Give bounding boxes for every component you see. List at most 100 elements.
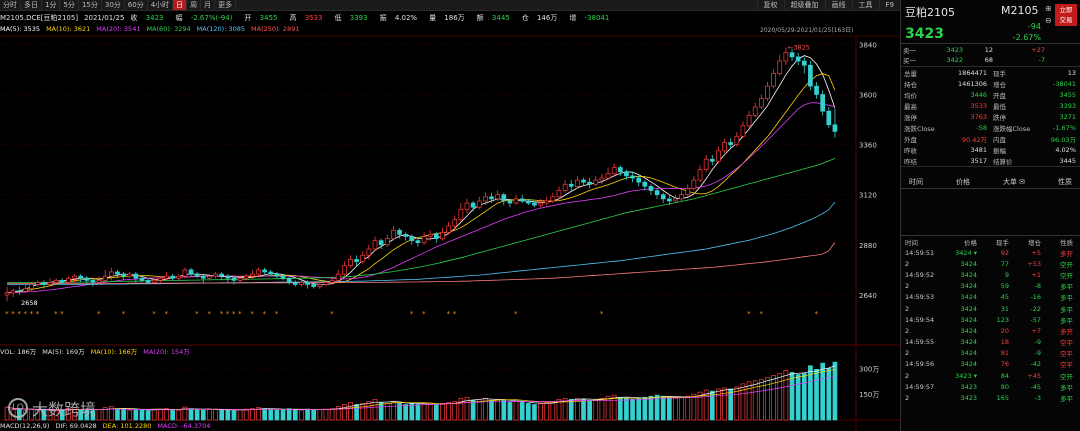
volume-bar bbox=[795, 374, 801, 421]
candle-body bbox=[752, 106, 758, 116]
volume-bar bbox=[808, 365, 813, 421]
candle-body bbox=[433, 234, 439, 239]
volume-bar bbox=[311, 409, 317, 421]
volume-bar bbox=[378, 402, 384, 421]
volume-bar bbox=[458, 397, 464, 421]
volume-bar bbox=[164, 408, 169, 421]
contract-name: 豆粕2105 bbox=[905, 6, 955, 19]
candle-body bbox=[464, 202, 470, 210]
period-button[interactable]: 4小时 bbox=[148, 0, 174, 10]
candle-body bbox=[139, 277, 145, 281]
tick-list: 14:59:51 3424 ▾ 92 +5 多开 2 3424 77 +53 空开 14:59:52… bbox=[901, 247, 1080, 404]
macd-legend-bar: MACD(12,26,9) DIF: 69.0428 DEA: 101.2280 MA… bbox=[0, 421, 900, 430]
candle-body bbox=[501, 194, 507, 202]
ma-line-ma5 bbox=[7, 55, 836, 294]
volume-bar bbox=[53, 410, 59, 421]
volume-bar bbox=[292, 409, 298, 421]
candle-body bbox=[59, 279, 65, 283]
volume-bar bbox=[317, 409, 323, 421]
volume-bar bbox=[740, 383, 746, 421]
detail-tab[interactable]: 价格 bbox=[955, 177, 970, 186]
candle-body bbox=[489, 196, 494, 200]
add-watchlist-icon[interactable]: ⊕ bbox=[1045, 4, 1052, 13]
candle-body bbox=[182, 269, 188, 277]
vol-legend-item: VOL: 186万 bbox=[0, 347, 37, 356]
close-field-label: 收 bbox=[130, 13, 138, 22]
signal-dot: * bbox=[207, 310, 211, 318]
macd-legend-item: MACD: -64.3704 bbox=[157, 421, 211, 430]
volume-bar bbox=[722, 387, 727, 421]
signal-dot: * bbox=[23, 310, 27, 318]
stat-value: 3533 bbox=[970, 101, 987, 110]
detail-tab[interactable]: 大单 ✉ bbox=[1002, 177, 1026, 186]
volume-bar bbox=[219, 409, 225, 421]
period-button[interactable]: 日 bbox=[173, 0, 188, 10]
stat-cell: 最低 3393 bbox=[990, 100, 1079, 111]
ma-line-ma20 bbox=[7, 102, 835, 294]
open-field-label: 开 bbox=[244, 13, 252, 22]
tick-vol: 92 bbox=[1000, 248, 1009, 257]
period-button[interactable]: 更多 bbox=[215, 0, 237, 10]
volume-bar bbox=[642, 396, 648, 421]
volume-field: 量 186万 bbox=[429, 13, 471, 23]
contract-code: M2105 bbox=[1001, 4, 1039, 17]
trade-now-button[interactable]: 立即 交易 bbox=[1055, 4, 1077, 26]
toolbar-tool-button[interactable]: F9 bbox=[878, 0, 900, 10]
period-button[interactable]: 多日 bbox=[21, 0, 42, 10]
toolbar-tool-button[interactable]: 画线 bbox=[824, 0, 852, 10]
low-field: 低 3393 bbox=[335, 13, 374, 23]
period-button[interactable]: 5分 bbox=[60, 0, 79, 10]
candle-body bbox=[808, 64, 813, 87]
period-button[interactable]: 15分 bbox=[79, 0, 102, 10]
volume-bar bbox=[556, 398, 562, 421]
period-button[interactable]: 60分 bbox=[125, 0, 148, 10]
candle-body bbox=[35, 282, 41, 285]
zoom-out-icon[interactable]: ⊖ bbox=[1045, 16, 1052, 25]
candle-body bbox=[709, 158, 715, 162]
candle-body bbox=[47, 282, 53, 285]
candle-body bbox=[421, 236, 427, 244]
tick-nature: 多平 bbox=[1060, 294, 1073, 303]
stat-value: -58 bbox=[976, 123, 987, 132]
signal-dot: * bbox=[330, 310, 334, 318]
tick-vol: 76 bbox=[1000, 360, 1009, 369]
period-button[interactable]: 周 bbox=[187, 0, 202, 10]
period-button[interactable]: 30分 bbox=[102, 0, 125, 10]
tick-time: 2 bbox=[905, 394, 910, 403]
volume-bar bbox=[409, 403, 415, 421]
macd-legend-item: MACD(12,26,9) bbox=[0, 421, 50, 430]
stat-label: 昨收 bbox=[904, 146, 917, 155]
quote-info-bar: M2105.DCE[豆粕2105] 2021/01/25 收 3423 幅 -2… bbox=[0, 12, 900, 23]
period-button[interactable]: 分时 bbox=[0, 0, 21, 10]
tick-price: 3424 bbox=[960, 315, 977, 324]
ma-line-ma250 bbox=[7, 242, 836, 284]
detail-tab[interactable]: 性质 bbox=[1058, 177, 1072, 186]
stat-value: 3445 bbox=[1059, 156, 1076, 165]
toolbar-tool-button[interactable]: 复权 bbox=[756, 0, 784, 10]
candle-body bbox=[127, 273, 133, 277]
candle-body bbox=[673, 198, 678, 202]
tick-nature: 多开 bbox=[1060, 327, 1073, 336]
stat-cell: 结算价 3445 bbox=[990, 155, 1079, 166]
ma-legend-bar: MA(5): 3535 MA(10): 3621 MA(20): 3541 MA(60… bbox=[0, 24, 900, 34]
last-price: 3423 bbox=[905, 26, 944, 42]
period-button[interactable]: 1分 bbox=[42, 0, 61, 10]
candle-body bbox=[746, 115, 752, 127]
candle-body bbox=[4, 292, 10, 296]
volume-bar bbox=[544, 402, 550, 421]
volume-bar bbox=[427, 404, 433, 421]
candle-body bbox=[513, 198, 519, 204]
period-button[interactable]: 月 bbox=[201, 0, 216, 10]
detail-tab[interactable]: 时间 bbox=[909, 177, 923, 186]
toolbar-tool-button[interactable]: 超级叠加 bbox=[783, 0, 825, 10]
tick-head-nature: 性质 bbox=[1060, 238, 1073, 247]
oi-change-field-label: 增 bbox=[569, 13, 577, 22]
volume-bar bbox=[568, 398, 574, 421]
stat-label: 跌停 bbox=[993, 113, 1006, 122]
toolbar-tool-button[interactable]: 工具 bbox=[851, 0, 879, 10]
volume-bar bbox=[305, 408, 310, 421]
tick-oi: -3 bbox=[1034, 394, 1041, 403]
oi-field: 仓 146万 bbox=[522, 13, 564, 23]
volume-bar bbox=[765, 377, 770, 421]
